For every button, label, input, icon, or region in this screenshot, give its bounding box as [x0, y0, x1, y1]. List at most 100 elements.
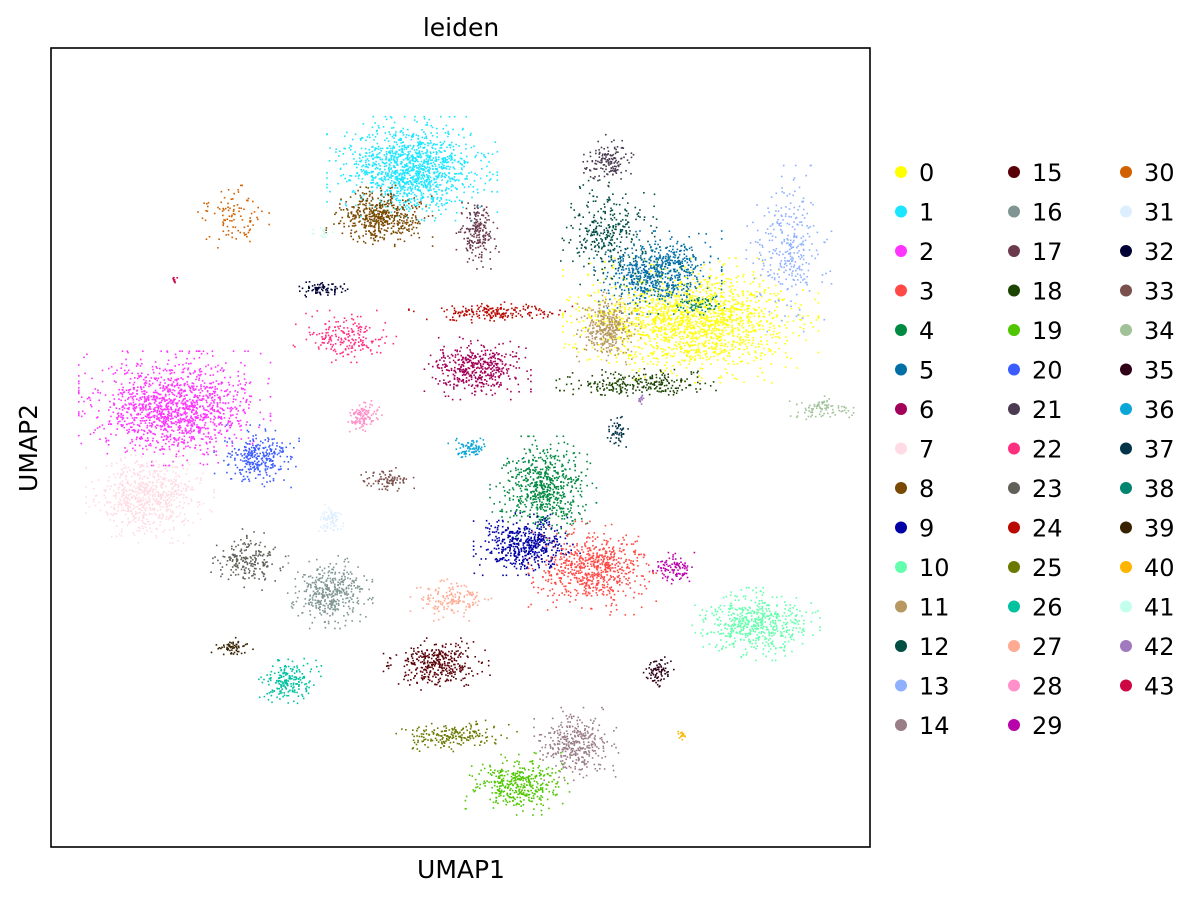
- point-cluster-0: [680, 338, 682, 340]
- point-cluster-1: [409, 166, 411, 168]
- point-cluster-3: [617, 590, 619, 592]
- point-cluster-0: [800, 319, 802, 321]
- point-cluster-2: [122, 417, 125, 419]
- point-cluster-0: [658, 317, 660, 319]
- point-cluster-2: [153, 420, 156, 423]
- point-cluster-1: [439, 147, 442, 149]
- point-cluster-2: [235, 407, 238, 410]
- point-cluster-0: [652, 307, 655, 310]
- point-cluster-0: [703, 306, 706, 309]
- point-cluster-0: [728, 332, 731, 334]
- point-cluster-3: [589, 576, 592, 578]
- point-cluster-1: [388, 158, 390, 161]
- point-cluster-1: [387, 159, 390, 162]
- point-cluster-2: [138, 444, 141, 447]
- point-cluster-0: [702, 325, 705, 327]
- point-cluster-1: [401, 177, 404, 180]
- point-cluster-0: [724, 313, 727, 316]
- point-cluster-0: [691, 321, 693, 324]
- point-cluster-0: [817, 317, 820, 320]
- point-cluster-2: [180, 419, 182, 421]
- point-cluster-2: [199, 419, 201, 421]
- point-cluster-0: [693, 314, 695, 316]
- point-cluster-2: [223, 417, 226, 419]
- point-cluster-0: [763, 354, 766, 356]
- point-cluster-0: [688, 298, 691, 300]
- point-cluster-1: [396, 171, 399, 174]
- point-cluster-0: [731, 298, 734, 300]
- point-cluster-2: [189, 419, 191, 422]
- point-cluster-2: [166, 436, 169, 439]
- point-cluster-2: [141, 405, 144, 407]
- point-cluster-1: [345, 162, 348, 165]
- point-cluster-2: [144, 400, 146, 402]
- point-cluster-0: [690, 327, 692, 330]
- point-cluster-0: [749, 300, 752, 302]
- point-cluster-2: [186, 415, 188, 418]
- point-cluster-0: [627, 355, 630, 357]
- point-cluster-2: [174, 438, 177, 440]
- point-cluster-3: [624, 560, 627, 563]
- point-cluster-0: [664, 333, 667, 335]
- point-cluster-2: [244, 364, 246, 367]
- point-cluster-2: [189, 372, 191, 374]
- point-cluster-1: [445, 208, 447, 211]
- point-cluster-0: [578, 321, 581, 323]
- point-cluster-2: [156, 367, 158, 369]
- point-cluster-2: [164, 415, 166, 418]
- point-cluster-1: [432, 199, 434, 201]
- point-cluster-1: [445, 182, 448, 184]
- point-cluster-3: [597, 579, 600, 582]
- point-cluster-1: [440, 166, 443, 169]
- point-cluster-0: [719, 375, 722, 377]
- point-cluster-1: [419, 170, 421, 173]
- point-cluster-3: [652, 571, 654, 574]
- point-cluster-0: [690, 296, 692, 299]
- point-cluster-0: [662, 299, 665, 302]
- point-cluster-0: [723, 263, 726, 265]
- point-cluster-2: [107, 439, 110, 442]
- point-cluster-3: [565, 564, 568, 567]
- point-cluster-1: [468, 185, 470, 188]
- point-cluster-1: [446, 192, 448, 194]
- point-cluster-0: [710, 345, 713, 348]
- point-cluster-0: [769, 298, 772, 301]
- point-cluster-0: [718, 307, 720, 310]
- point-cluster-1: [393, 182, 395, 185]
- point-cluster-2: [231, 445, 234, 447]
- point-cluster-2: [190, 424, 192, 427]
- point-cluster-1: [436, 196, 439, 199]
- point-cluster-1: [371, 126, 374, 129]
- point-cluster-0: [732, 332, 734, 334]
- point-cluster-1: [435, 171, 438, 174]
- point-cluster-1: [474, 212, 476, 215]
- point-cluster-1: [435, 178, 438, 180]
- point-cluster-1: [366, 173, 369, 176]
- point-cluster-0: [687, 306, 689, 309]
- point-cluster-2: [213, 398, 216, 401]
- point-cluster-0: [729, 349, 732, 351]
- point-cluster-2: [109, 406, 112, 408]
- point-cluster-2: [269, 396, 272, 398]
- point-cluster-2: [129, 382, 131, 384]
- point-cluster-1: [418, 156, 420, 158]
- point-cluster-2: [246, 398, 248, 401]
- point-cluster-0: [562, 275, 564, 278]
- point-cluster-1: [421, 168, 424, 170]
- point-cluster-3: [553, 561, 556, 563]
- point-cluster-0: [681, 302, 683, 304]
- point-cluster-2: [173, 399, 175, 401]
- point-cluster-0: [716, 344, 718, 346]
- point-cluster-0: [713, 315, 716, 318]
- point-cluster-1: [349, 144, 352, 147]
- point-cluster-2: [128, 389, 130, 392]
- point-cluster-1: [440, 144, 442, 147]
- point-cluster-0: [798, 307, 800, 309]
- point-cluster-3: [581, 607, 583, 609]
- point-cluster-1: [441, 163, 444, 165]
- point-cluster-1: [442, 158, 445, 160]
- point-cluster-1: [427, 183, 429, 186]
- point-cluster-1: [383, 168, 386, 171]
- point-cluster-0: [690, 358, 692, 360]
- point-cluster-0: [690, 341, 692, 343]
